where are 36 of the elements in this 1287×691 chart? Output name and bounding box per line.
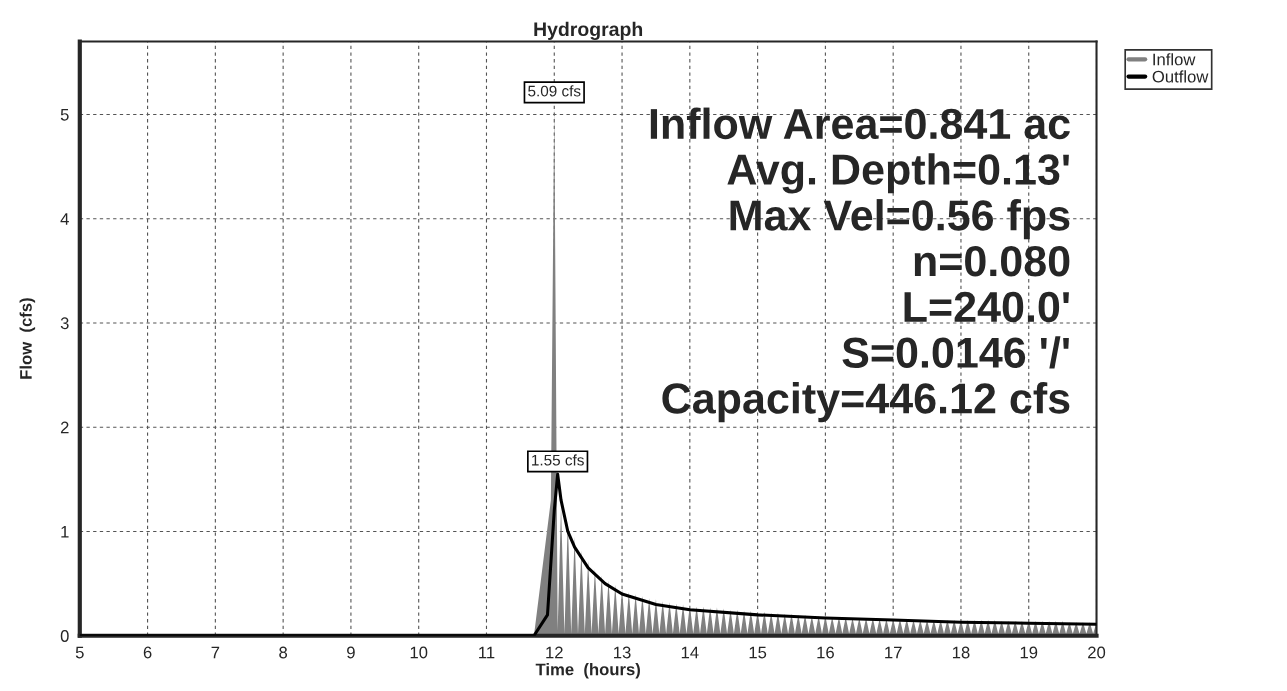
x-tick-label: 7 — [211, 646, 220, 659]
annotation: Max Vel=0.56 fps — [730, 199, 1070, 240]
x-tick-label: 9 — [347, 646, 355, 659]
x-tick-label: 13 — [614, 646, 631, 659]
annotation: n=0.080 — [914, 245, 1070, 277]
annotation: L=240.0' — [904, 291, 1069, 323]
x-tick-label: 8 — [279, 646, 288, 659]
annotation: S=0.0146 '/' — [842, 336, 1069, 369]
y-tick-label: 0 — [60, 630, 69, 642]
x-tick-label: 12 — [546, 646, 563, 659]
annotation: Inflow Area=0.841 ac — [650, 107, 1070, 140]
x-axis-title: Time (hours) — [535, 663, 640, 679]
chart-title: Hydrograph — [534, 21, 643, 41]
x-tick-label: 14 — [681, 646, 699, 659]
y-axis-title: Flow (cfs) — [19, 298, 36, 379]
x-tick-label: 5 — [75, 646, 84, 659]
annotation: 5.09 cfs — [528, 85, 581, 97]
y-tick-label: 2 — [60, 421, 69, 434]
annotation: Capacity=446.12 cfs — [662, 382, 1070, 423]
x-tick-label: 18 — [952, 646, 970, 659]
y-tick-label: 1 — [61, 526, 69, 538]
x-tick-label: 11 — [479, 646, 495, 659]
x-tick-label: 16 — [817, 646, 834, 659]
legend-label: Inflow — [1153, 53, 1196, 66]
legend-label: Outflow — [1152, 70, 1209, 83]
x-tick-label: 6 — [143, 646, 152, 659]
annotation: Avg. Depth=0.13' — [727, 153, 1069, 194]
x-tick-label: 17 — [885, 646, 902, 659]
x-tick-label: 20 — [1088, 646, 1106, 659]
y-tick-label: 5 — [60, 109, 69, 121]
x-tick-label: 15 — [749, 646, 767, 659]
y-tick-label: 3 — [60, 317, 69, 330]
x-tick-label: 10 — [410, 646, 428, 659]
annotation: 1.55 cfs — [532, 454, 584, 466]
y-tick-label: 4 — [60, 213, 69, 225]
x-tick-label: 19 — [1020, 646, 1038, 659]
